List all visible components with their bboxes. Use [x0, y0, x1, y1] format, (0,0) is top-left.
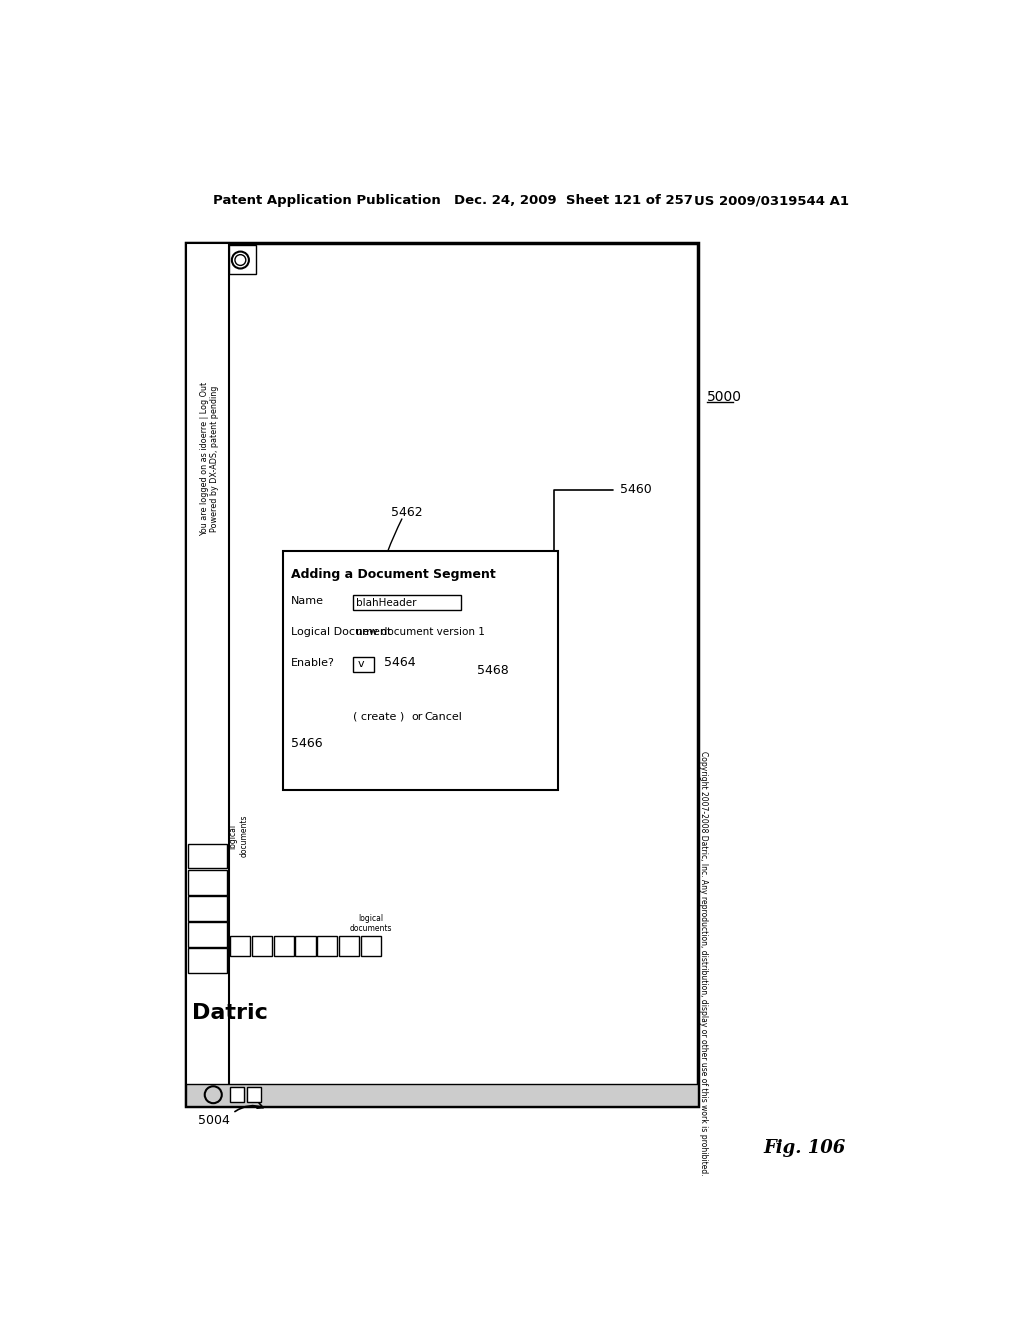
Text: 5004: 5004 [198, 1114, 229, 1127]
Bar [352, 595, 461, 610]
Bar [230, 1088, 245, 1102]
Text: 5000: 5000 [707, 391, 742, 404]
Text: Dec. 24, 2009  Sheet 121 of 257: Dec. 24, 2009 Sheet 121 of 257 [454, 194, 692, 207]
Text: or: or [411, 711, 422, 722]
Text: Datric: Datric [193, 1003, 268, 1023]
Text: ( create ): ( create ) [352, 711, 404, 722]
Text: 5462: 5462 [391, 506, 423, 519]
Bar [186, 243, 228, 1106]
Bar [352, 656, 375, 672]
Bar [187, 870, 227, 895]
Text: Copyright 2007-2008 Datric, Inc. Any reproduction, distribution, display or othe: Copyright 2007-2008 Datric, Inc. Any rep… [699, 751, 709, 1176]
Bar [228, 244, 256, 275]
Text: You are logged on as idoerre | Log Out
Powered by DX-ADS, patent pending: You are logged on as idoerre | Log Out P… [200, 381, 219, 536]
Text: 5468: 5468 [477, 664, 509, 677]
Bar [283, 552, 558, 789]
Bar [252, 936, 272, 956]
Text: Logical Document: Logical Document [291, 627, 391, 638]
Bar [295, 936, 315, 956]
Bar [248, 1088, 261, 1102]
Text: new document version 1: new document version 1 [356, 627, 484, 638]
Bar [339, 936, 359, 956]
Text: Patent Application Publication: Patent Application Publication [213, 194, 441, 207]
Bar [187, 896, 227, 921]
Text: 5466: 5466 [291, 737, 323, 750]
Bar [187, 843, 227, 869]
Bar [187, 923, 227, 946]
Bar [360, 936, 381, 956]
Text: US 2009/0319544 A1: US 2009/0319544 A1 [693, 194, 849, 207]
Bar [273, 936, 294, 956]
Text: Adding a Document Segment: Adding a Document Segment [291, 568, 496, 581]
Text: Cancel: Cancel [425, 711, 463, 722]
Text: Fig. 106: Fig. 106 [764, 1139, 846, 1156]
Text: v: v [357, 659, 364, 669]
Bar [186, 1084, 697, 1106]
Text: logical
documents: logical documents [349, 913, 392, 933]
Bar [187, 949, 227, 973]
Text: 5464: 5464 [384, 656, 416, 669]
Bar [317, 936, 337, 956]
Text: 5460: 5460 [621, 483, 652, 496]
Text: blahHeader: blahHeader [356, 598, 417, 607]
Text: Name: Name [291, 597, 324, 606]
Text: logical
documents: logical documents [228, 814, 248, 857]
Bar [186, 243, 697, 1106]
Text: Enable?: Enable? [291, 657, 335, 668]
Bar [230, 936, 251, 956]
